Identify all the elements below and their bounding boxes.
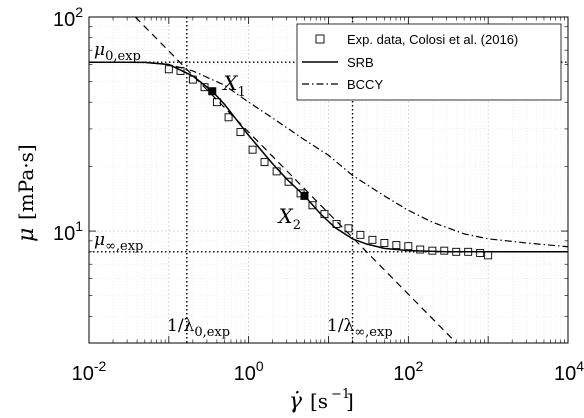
exp-data-marker <box>332 219 341 228</box>
exp-data-marker <box>404 242 413 251</box>
svg-text:[mPa·s]: [mPa·s] <box>14 144 38 220</box>
point-label: X1 <box>221 71 246 100</box>
bccy-line <box>89 61 568 248</box>
reference-labels: μ0,exp μ∞,exp 1/λ0,exp 1/λ∞,exp <box>94 40 393 340</box>
exp-data-marker <box>440 246 449 255</box>
x-tick-label: 104 <box>554 358 584 385</box>
legend-label-exp: Exp. data, Colosi et al. (2016) <box>347 32 518 47</box>
exp-data-marker <box>392 241 401 250</box>
svg-text:[s: [s <box>310 389 328 413</box>
power-law-asymptote <box>134 17 457 343</box>
legend-label-srb: SRB <box>347 55 374 70</box>
highlight-point-marker <box>300 191 309 200</box>
lambda0-label: 1/λ0,exp <box>167 316 230 340</box>
point-label: X2 <box>276 204 301 233</box>
exp-data-marker <box>344 224 353 233</box>
mu0-label: μ0,exp <box>94 40 141 64</box>
exp-data-marker <box>320 210 329 219</box>
tick-labels: 10-2 100 102 104 101 102 <box>53 4 584 385</box>
legend-label-bccy: BCCY <box>347 77 383 92</box>
svg-text:γ̇: γ̇ <box>289 389 303 414</box>
exp-data-marker <box>484 251 493 260</box>
exp-data-marker <box>368 235 377 244</box>
lambdainf-label: 1/λ∞,exp <box>327 316 393 340</box>
exp-data-marker <box>260 158 269 167</box>
exp-data-marker <box>236 128 245 137</box>
highlight-point-marker <box>208 87 217 96</box>
muinf-label: μ∞,exp <box>94 230 143 254</box>
exp-data-marker <box>356 230 365 239</box>
exp-data-marker <box>380 239 389 247</box>
exp-data-marker <box>224 113 233 122</box>
y-tick-label: 102 <box>53 4 83 31</box>
x-axis-label: γ̇ [s −1 ] <box>289 387 354 414</box>
axis-ticks <box>88 16 568 344</box>
x-tick-label: 102 <box>393 358 423 385</box>
y-axis-label: μ [mPa·s] <box>14 144 39 242</box>
legend-box <box>296 23 562 101</box>
svg-text:]: ] <box>346 389 354 413</box>
highlight-points: X1 X2 <box>208 71 309 233</box>
x-tick-label: 100 <box>234 358 264 385</box>
y-tick-label: 101 <box>53 218 83 245</box>
exp-data-marker <box>476 249 485 257</box>
exp-data-marker <box>248 145 257 154</box>
exp-data-marker <box>416 245 425 254</box>
legend-marker-exp <box>315 34 325 44</box>
x-tick-label: 10-2 <box>72 358 107 385</box>
svg-text:−1: −1 <box>331 387 350 402</box>
exp-data-marker <box>164 65 173 74</box>
exp-data-marker <box>212 98 221 107</box>
legend: Exp. data, Colosi et al. (2016) SRB BCCY <box>296 23 562 101</box>
svg-text:μ: μ <box>14 228 39 242</box>
